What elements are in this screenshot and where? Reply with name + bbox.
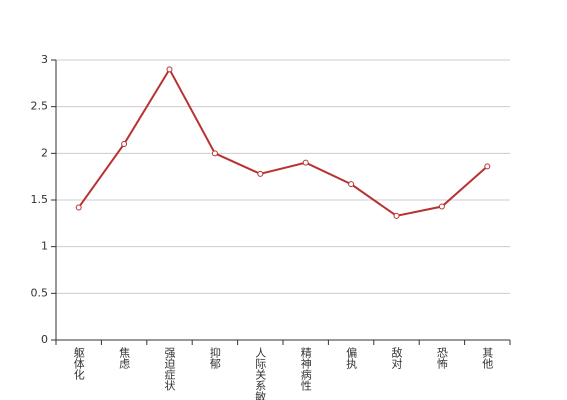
x-tick-label: 精神病性 <box>299 347 312 392</box>
data-point <box>438 203 445 210</box>
y-tick-label: 2 <box>41 146 48 159</box>
data-point <box>393 212 400 219</box>
y-tick-label: 1 <box>41 240 48 253</box>
data-point <box>302 159 309 166</box>
data-point <box>348 181 355 188</box>
data-point <box>211 150 218 157</box>
x-tick-label: 强迫症状 <box>163 347 176 391</box>
data-point <box>166 66 173 73</box>
x-tick-label: 敌对 <box>390 346 403 369</box>
data-point <box>257 170 264 177</box>
x-tick-label: 焦虑 <box>118 347 131 369</box>
x-tick-label: 其他 <box>481 347 494 369</box>
data-line <box>77 67 488 217</box>
x-tick-label: 抑郁 <box>208 346 221 369</box>
data-point <box>484 163 491 170</box>
y-tick-label: 3 <box>41 53 48 66</box>
y-tick-label: 2.5 <box>31 100 49 113</box>
x-tick-label: 恐怖 <box>435 347 448 369</box>
x-tick-label: 偏执 <box>345 346 358 370</box>
x-tick-label: 人际关系敏感 <box>254 347 267 400</box>
x-tick-label: 躯体化 <box>72 347 85 381</box>
data-point <box>75 204 82 211</box>
y-tick-label: 0 <box>41 333 48 346</box>
data-point <box>121 141 128 147</box>
y-tick-label: 0.5 <box>31 286 49 299</box>
y-tick-label: 1.5 <box>31 193 49 206</box>
